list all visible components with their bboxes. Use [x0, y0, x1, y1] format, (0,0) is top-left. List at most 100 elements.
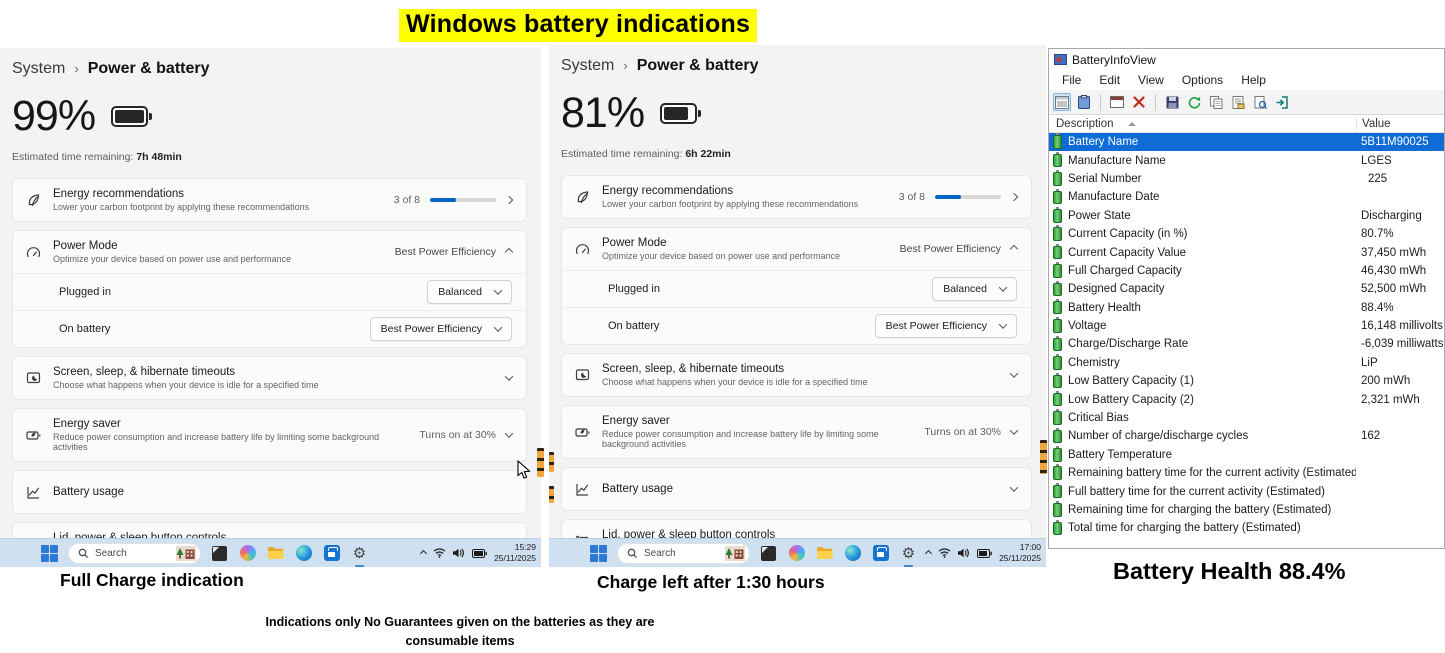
battery-usage-card[interactable]: Battery usage — [561, 467, 1032, 511]
properties-window-icon[interactable] — [1108, 93, 1126, 111]
menu-view[interactable]: View — [1138, 73, 1164, 87]
table-row[interactable]: Current Capacity (in %) 80.7% — [1049, 225, 1444, 243]
plugged-in-dropdown[interactable]: Balanced — [427, 280, 512, 304]
battery-row-icon — [1053, 225, 1062, 241]
battery-percent: 99% — [12, 92, 96, 140]
find-icon[interactable] — [1251, 93, 1269, 111]
column-description[interactable]: Description — [1049, 118, 1356, 130]
column-value[interactable]: Value — [1356, 117, 1444, 130]
timeouts-card[interactable]: Screen, sleep, & hibernate timeouts Choo… — [12, 356, 527, 400]
file-explorer-icon[interactable] — [815, 544, 834, 563]
table-row[interactable]: Battery Health 88.4% — [1049, 299, 1444, 317]
chevron-down-icon[interactable] — [1009, 426, 1019, 435]
table-row[interactable]: Battery Temperature — [1049, 446, 1444, 464]
refresh-icon[interactable] — [1185, 93, 1203, 111]
energy-recommendations-card[interactable]: Energy recommendations Lower your carbon… — [561, 175, 1032, 219]
taskbar: Search ⚙ 15:29 25/11/2025 — [0, 538, 541, 567]
chevron-up-icon[interactable] — [504, 247, 514, 257]
table-row[interactable]: Total time for charging the battery (Est… — [1049, 519, 1444, 537]
breadcrumb-system[interactable]: System — [12, 60, 66, 77]
energy-saver-card[interactable]: Energy saver Reduce power consumption an… — [12, 408, 527, 462]
menu-options[interactable]: Options — [1181, 73, 1224, 87]
widgets-app-icon[interactable] — [210, 544, 229, 563]
edge-icon[interactable] — [294, 544, 313, 563]
settings-icon[interactable]: ⚙ — [350, 544, 369, 567]
search-box[interactable]: Search — [617, 542, 750, 564]
menu-edit[interactable]: Edit — [1099, 73, 1121, 87]
timeouts-card[interactable]: Screen, sleep, & hibernate timeouts Choo… — [561, 353, 1032, 397]
energy-recommendations-card[interactable]: Energy recommendations Lower your carbon… — [12, 178, 527, 222]
menu-help[interactable]: Help — [1241, 73, 1266, 87]
table-row[interactable]: Serial Number 225 — [1049, 170, 1444, 188]
energy-rec-count: 3 of 8 — [898, 191, 925, 203]
table-row[interactable]: Battery Name 5B11M90025 — [1049, 133, 1444, 152]
chevron-down-icon[interactable] — [504, 429, 514, 438]
table-row[interactable]: Remaining battery time for the current a… — [1049, 464, 1444, 482]
wifi-icon[interactable] — [433, 548, 446, 558]
settings-icon[interactable]: ⚙ — [899, 544, 918, 567]
table-row[interactable]: Low Battery Capacity (2) 2,321 mWh — [1049, 390, 1444, 408]
chevron-down-icon[interactable] — [1009, 483, 1019, 492]
tray-chevron-up-icon[interactable] — [420, 549, 428, 557]
wifi-icon[interactable] — [938, 548, 951, 558]
volume-icon[interactable] — [453, 548, 465, 558]
scrollbar-thumb[interactable] — [537, 448, 544, 477]
table-row[interactable]: Full Charged Capacity 46,430 mWh — [1049, 262, 1444, 280]
start-button[interactable] — [40, 544, 59, 563]
window-titlebar[interactable]: BatteryInfoView — [1049, 49, 1444, 70]
table-row[interactable]: Voltage 16,148 millivolts — [1049, 317, 1444, 335]
tray-clock[interactable]: 17:00 25/11/2025 — [999, 541, 1041, 563]
search-box[interactable]: Search — [68, 542, 201, 564]
menu-file[interactable]: File — [1062, 73, 1082, 87]
table-row[interactable]: Designed Capacity 52,500 mWh — [1049, 280, 1444, 298]
table-row[interactable]: Critical Bias — [1049, 409, 1444, 427]
copilot-icon[interactable] — [238, 544, 257, 563]
battery-usage-card[interactable]: Battery usage — [12, 470, 527, 514]
clipboard-icon[interactable] — [1075, 93, 1093, 111]
save-icon[interactable] — [1163, 93, 1181, 111]
plugged-in-dropdown[interactable]: Balanced — [932, 277, 1017, 301]
exit-icon[interactable] — [1273, 93, 1291, 111]
store-icon[interactable] — [871, 544, 890, 563]
start-button[interactable] — [589, 544, 608, 563]
tray-chevron-up-icon[interactable] — [925, 549, 933, 557]
volume-icon[interactable] — [958, 548, 970, 558]
table-row[interactable]: Manufacture Date — [1049, 188, 1444, 206]
file-explorer-icon[interactable] — [266, 544, 285, 563]
tray-battery-icon[interactable] — [472, 548, 487, 558]
store-icon[interactable] — [322, 544, 341, 563]
breadcrumb-power-battery: Power & battery — [87, 60, 210, 77]
table-row[interactable]: Charge/Discharge Rate -6,039 milliwatts — [1049, 335, 1444, 353]
chevron-right-icon[interactable] — [1009, 192, 1019, 202]
report-view-icon[interactable] — [1053, 93, 1071, 111]
table-row[interactable]: Chemistry LiP — [1049, 354, 1444, 372]
energy-saver-card[interactable]: Energy saver Reduce power consumption an… — [561, 405, 1032, 459]
edge-icon[interactable] — [843, 544, 862, 563]
chevron-down-icon[interactable] — [504, 372, 514, 381]
tray-battery-icon[interactable] — [977, 548, 992, 558]
copilot-icon[interactable] — [787, 544, 806, 563]
table-row[interactable]: Number of charge/discharge cycles 162 — [1049, 427, 1444, 445]
chevron-right-icon[interactable] — [504, 195, 514, 205]
chevron-up-icon[interactable] — [1009, 244, 1019, 254]
table-row[interactable]: Manufacture Name LGES — [1049, 151, 1444, 169]
scrollbar-thumb[interactable] — [1040, 440, 1047, 474]
on-battery-dropdown[interactable]: Best Power Efficiency — [369, 317, 512, 341]
table-row[interactable]: Current Capacity Value 37,450 mWh — [1049, 243, 1444, 261]
power-mode-header[interactable]: Power Mode Optimize your device based on… — [13, 231, 526, 273]
on-battery-dropdown[interactable]: Best Power Efficiency — [874, 314, 1017, 338]
table-row[interactable]: Low Battery Capacity (1) 200 mWh — [1049, 372, 1444, 390]
power-mode-header[interactable]: Power Mode Optimize your device based on… — [562, 228, 1031, 270]
table-row[interactable]: Remaining time for charging the battery … — [1049, 501, 1444, 519]
delete-icon[interactable] — [1130, 93, 1148, 111]
chevron-down-icon[interactable] — [1009, 369, 1019, 378]
widgets-app-icon[interactable] — [759, 544, 778, 563]
energy-saver-icon — [25, 427, 53, 444]
table-row[interactable]: Power State Discharging — [1049, 207, 1444, 225]
tray-clock[interactable]: 15:29 25/11/2025 — [494, 541, 536, 563]
copy-icon[interactable] — [1207, 93, 1225, 111]
breadcrumb-system[interactable]: System — [561, 57, 615, 74]
item-properties-icon[interactable] — [1229, 93, 1247, 111]
table-row[interactable]: Full battery time for the current activi… — [1049, 482, 1444, 500]
